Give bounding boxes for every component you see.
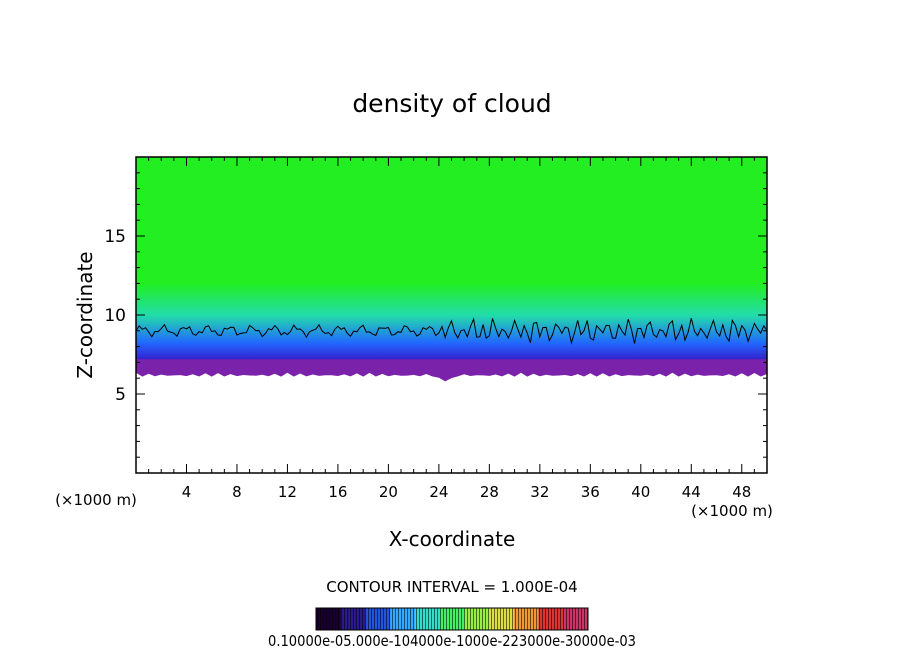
- chart-title: density of cloud: [352, 89, 551, 118]
- colorbar-labels: 0.10000e-05.000e-104000e-1000e-223000e-3…: [268, 632, 636, 650]
- x-tick-label: 24: [429, 483, 448, 501]
- contour-line: [135, 317, 768, 345]
- y-axis-ticks: 5 10 15: [104, 172, 767, 458]
- x-unit-right: (×1000 m): [691, 502, 773, 520]
- x-tick-label: 40: [631, 483, 650, 501]
- x-tick-label: 20: [379, 483, 398, 501]
- contour-interval-label: CONTOUR INTERVAL = 1.000E-04: [326, 578, 577, 596]
- x-tick-label: 32: [530, 483, 549, 501]
- y-tick-label: 10: [104, 306, 126, 326]
- x-tick-label: 16: [328, 483, 347, 501]
- y-axis-label: Z-coordinate: [73, 251, 97, 378]
- colorbar: [315, 607, 589, 631]
- x-axis-label: X-coordinate: [389, 527, 516, 551]
- x-tick-label: 28: [480, 483, 499, 501]
- x-tick-label: 4: [182, 483, 192, 501]
- y-tick-label: 15: [104, 227, 126, 247]
- x-tick-label: 48: [732, 483, 751, 501]
- colorbar-stripes: [316, 608, 588, 630]
- cloud-base-band: [136, 359, 767, 382]
- x-tick-label: 36: [581, 483, 600, 501]
- x-tick-label: 8: [232, 483, 242, 501]
- colorbar-frame: [315, 607, 589, 631]
- x-unit-left: (×1000 m): [55, 491, 137, 509]
- plot-area: [135, 156, 768, 474]
- x-tick-label: 44: [682, 483, 701, 501]
- x-tick-label: 12: [278, 483, 297, 501]
- x-axis-ticks: 4 8 12 16 20 24 28 32 36 40 44 48: [148, 157, 755, 501]
- y-tick-label: 5: [115, 385, 126, 405]
- heatmap-field: [136, 157, 767, 371]
